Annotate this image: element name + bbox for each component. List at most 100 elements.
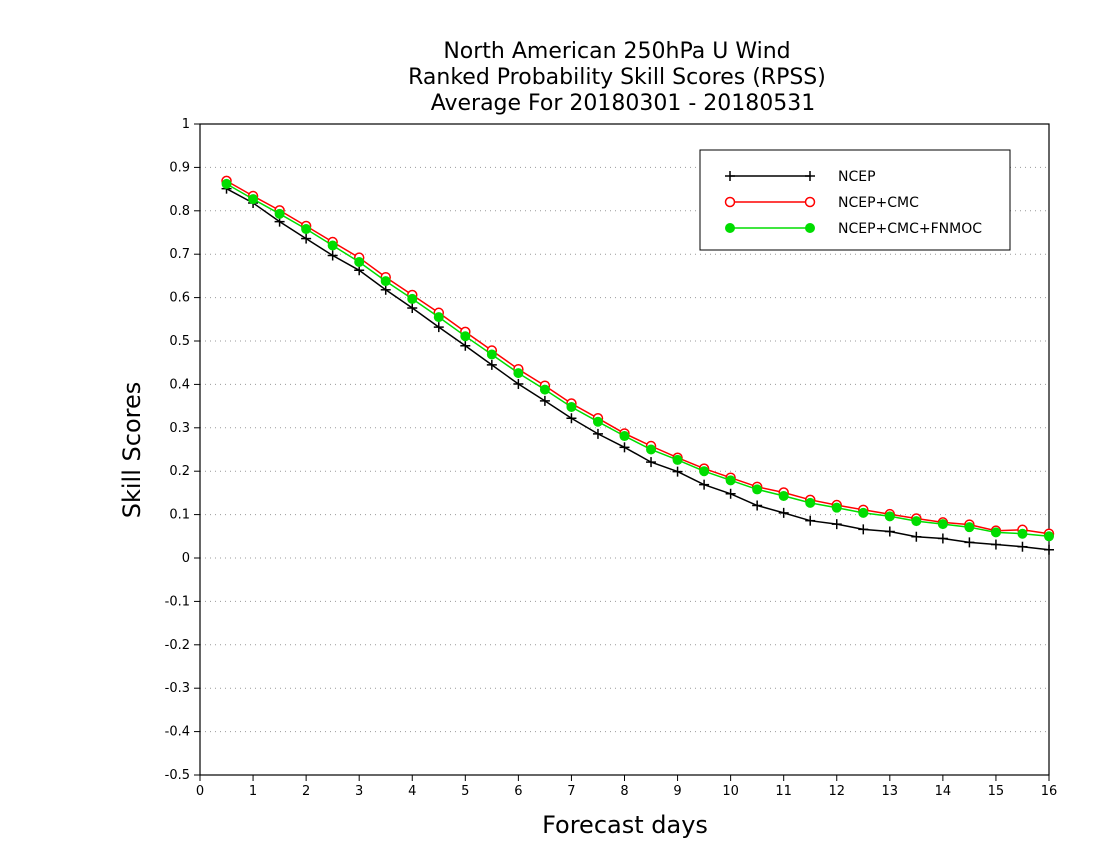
y-tick-label: 0.3 bbox=[169, 421, 190, 436]
x-tick-label: 2 bbox=[302, 784, 310, 799]
data-point-ncep-cmc-fnmoc bbox=[619, 431, 630, 442]
data-point-ncep bbox=[805, 515, 816, 526]
legend-marker-ncep-cmc-fnmoc bbox=[805, 223, 815, 233]
legend-item-ncep-cmc-fnmoc: NCEP+CMC+FNMOC bbox=[725, 221, 982, 237]
y-axis-label: Skill Scores bbox=[118, 382, 146, 519]
data-point-ncep bbox=[990, 539, 1001, 550]
data-point-ncep-cmc-fnmoc bbox=[274, 208, 285, 219]
data-point-ncep-cmc-fnmoc bbox=[592, 416, 603, 427]
data-point-ncep-cmc-fnmoc bbox=[646, 444, 657, 455]
data-point-ncep bbox=[407, 303, 418, 314]
data-point-ncep bbox=[752, 500, 763, 511]
data-point-ncep-cmc-fnmoc bbox=[884, 511, 895, 522]
data-point-ncep-cmc-fnmoc bbox=[1017, 528, 1028, 539]
y-tick-label: 0 bbox=[182, 551, 190, 566]
x-tick-label: 3 bbox=[355, 784, 363, 799]
data-point-ncep bbox=[433, 322, 444, 333]
y-tick-label: 0.8 bbox=[169, 204, 190, 219]
data-point-ncep-cmc-fnmoc bbox=[354, 257, 365, 268]
legend-item-ncep: NCEP bbox=[725, 169, 876, 185]
data-point-ncep bbox=[513, 378, 524, 389]
legend-box bbox=[699, 149, 1011, 251]
data-point-ncep-cmc-fnmoc bbox=[539, 384, 550, 395]
x-tick-label: 9 bbox=[673, 784, 681, 799]
data-point-ncep-cmc-fnmoc bbox=[752, 484, 763, 495]
data-point-ncep bbox=[884, 526, 895, 537]
data-point-ncep-cmc-fnmoc bbox=[858, 507, 869, 518]
y-tick-label: -0.5 bbox=[165, 768, 190, 783]
data-point-ncep bbox=[831, 519, 842, 530]
legend-label-ncep-cmc-fnmoc: NCEP+CMC+FNMOC bbox=[838, 221, 982, 237]
legend-marker-ncep bbox=[725, 171, 735, 181]
data-point-ncep-cmc-fnmoc bbox=[380, 276, 391, 287]
data-point-ncep bbox=[539, 395, 550, 406]
x-tick-label: 8 bbox=[620, 784, 628, 799]
data-point-ncep-cmc-fnmoc bbox=[778, 490, 789, 501]
data-point-ncep bbox=[699, 479, 710, 490]
series-layer bbox=[221, 175, 1055, 555]
data-point-ncep bbox=[460, 340, 471, 351]
x-tick-label: 6 bbox=[514, 784, 522, 799]
x-tick-label: 7 bbox=[567, 784, 575, 799]
data-point-ncep bbox=[725, 488, 736, 499]
legend-marker-ncep bbox=[805, 171, 815, 181]
chart-title-line-3: Average For 20180301 - 20180531 bbox=[431, 91, 816, 116]
x-tick-label: 15 bbox=[988, 784, 1005, 799]
data-point-ncep bbox=[486, 359, 497, 370]
chart-title-line-2: Ranked Probability Skill Scores (RPSS) bbox=[408, 65, 826, 90]
x-tick-label: 0 bbox=[196, 784, 204, 799]
y-tick-label: -0.4 bbox=[165, 725, 190, 740]
legend-marker-ncep-cmc-fnmoc bbox=[725, 223, 735, 233]
x-tick-label: 16 bbox=[1041, 784, 1058, 799]
x-tick-label: 12 bbox=[828, 784, 845, 799]
x-tick-label: 14 bbox=[935, 784, 952, 799]
legend: NCEP NCEP+CMC NCEP+CMC+FNMOC bbox=[699, 149, 1011, 251]
y-tick-label: 0.2 bbox=[169, 464, 190, 479]
data-point-ncep-cmc-fnmoc bbox=[831, 502, 842, 513]
x-tick-label: 11 bbox=[775, 784, 792, 799]
data-point-ncep-cmc-fnmoc bbox=[937, 519, 948, 530]
data-point-ncep bbox=[778, 507, 789, 518]
y-tick-label: 0.1 bbox=[169, 508, 190, 523]
x-tick-label: 1 bbox=[249, 784, 257, 799]
data-point-ncep-cmc-fnmoc bbox=[301, 224, 312, 235]
data-point-ncep bbox=[566, 413, 577, 424]
y-tick-label: 0.5 bbox=[169, 334, 190, 349]
data-point-ncep-cmc-fnmoc bbox=[407, 293, 418, 304]
data-point-ncep bbox=[301, 233, 312, 244]
y-tick-label: 0.4 bbox=[169, 377, 190, 392]
data-point-ncep-cmc-fnmoc bbox=[486, 349, 497, 360]
data-point-ncep bbox=[858, 524, 869, 535]
y-tick-label: 0.6 bbox=[169, 291, 190, 306]
x-tick-label: 10 bbox=[722, 784, 739, 799]
x-axis-label: Forecast days bbox=[542, 811, 708, 839]
y-tick-label: -0.2 bbox=[165, 638, 190, 653]
y-tick-label: -0.3 bbox=[165, 681, 190, 696]
data-point-ncep-cmc-fnmoc bbox=[990, 527, 1001, 538]
data-point-ncep bbox=[937, 533, 948, 544]
data-point-ncep bbox=[646, 457, 657, 468]
data-point-ncep-cmc-fnmoc bbox=[1044, 531, 1054, 542]
data-point-ncep-cmc-fnmoc bbox=[911, 516, 922, 527]
data-point-ncep bbox=[592, 428, 603, 439]
data-point-ncep bbox=[380, 284, 391, 295]
series-ncep-cmc-fnmoc bbox=[221, 178, 1054, 542]
x-tick-label: 5 bbox=[461, 784, 469, 799]
legend-item-ncep-cmc: NCEP+CMC bbox=[724, 195, 919, 211]
data-point-ncep-cmc-fnmoc bbox=[725, 475, 736, 486]
data-point-ncep-cmc-fnmoc bbox=[513, 368, 524, 379]
data-point-ncep-cmc-fnmoc bbox=[327, 240, 338, 251]
legend-label-ncep: NCEP bbox=[838, 169, 876, 185]
data-point-ncep bbox=[619, 442, 630, 453]
data-point-ncep bbox=[911, 531, 922, 542]
data-point-ncep-cmc-fnmoc bbox=[433, 312, 444, 323]
legend-marker-ncep-cmc bbox=[724, 196, 736, 208]
data-point-ncep-cmc-fnmoc bbox=[672, 454, 683, 465]
data-point-ncep bbox=[1017, 541, 1028, 552]
chart-title-line-1: North American 250hPa U Wind bbox=[443, 39, 790, 64]
chart-title: North American 250hPa U Wind Ranked Prob… bbox=[408, 39, 826, 116]
legend-label-ncep-cmc: NCEP+CMC bbox=[838, 195, 919, 211]
series-line-ncep bbox=[226, 188, 1050, 551]
y-tick-label: 0.9 bbox=[169, 160, 190, 175]
